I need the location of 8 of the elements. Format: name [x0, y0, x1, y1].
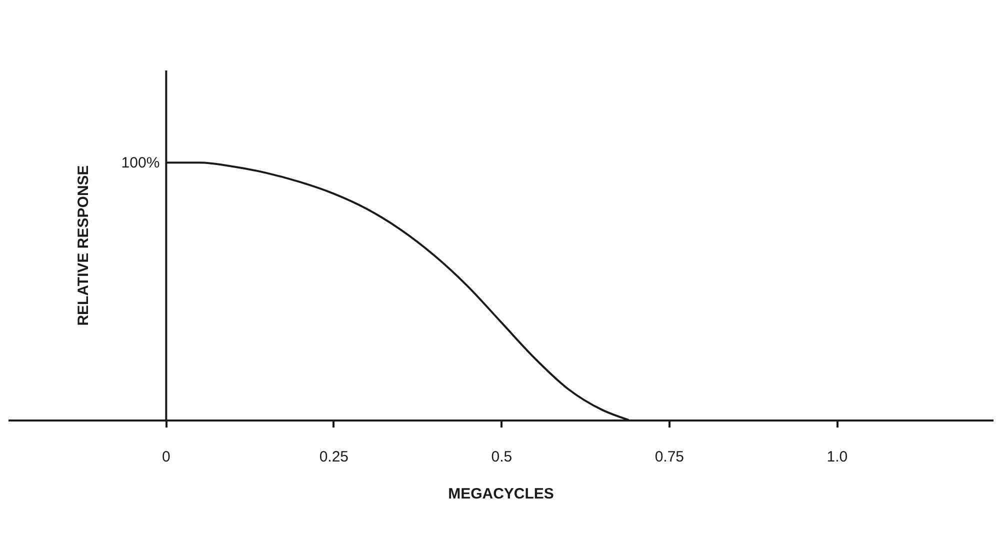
- x-tick-label: 1.0: [826, 448, 848, 466]
- x-axis-title: MEGACYCLES: [448, 486, 554, 502]
- annotation: 100%: [121, 154, 160, 172]
- x-tick-label: 0.5: [491, 448, 512, 466]
- y-axis-title: RELATIVE RESPONSE: [75, 165, 92, 326]
- x-tick-label: 0.75: [654, 448, 684, 466]
- x-tick-label: 0.25: [319, 448, 349, 466]
- x-tick-label: 0: [162, 448, 170, 466]
